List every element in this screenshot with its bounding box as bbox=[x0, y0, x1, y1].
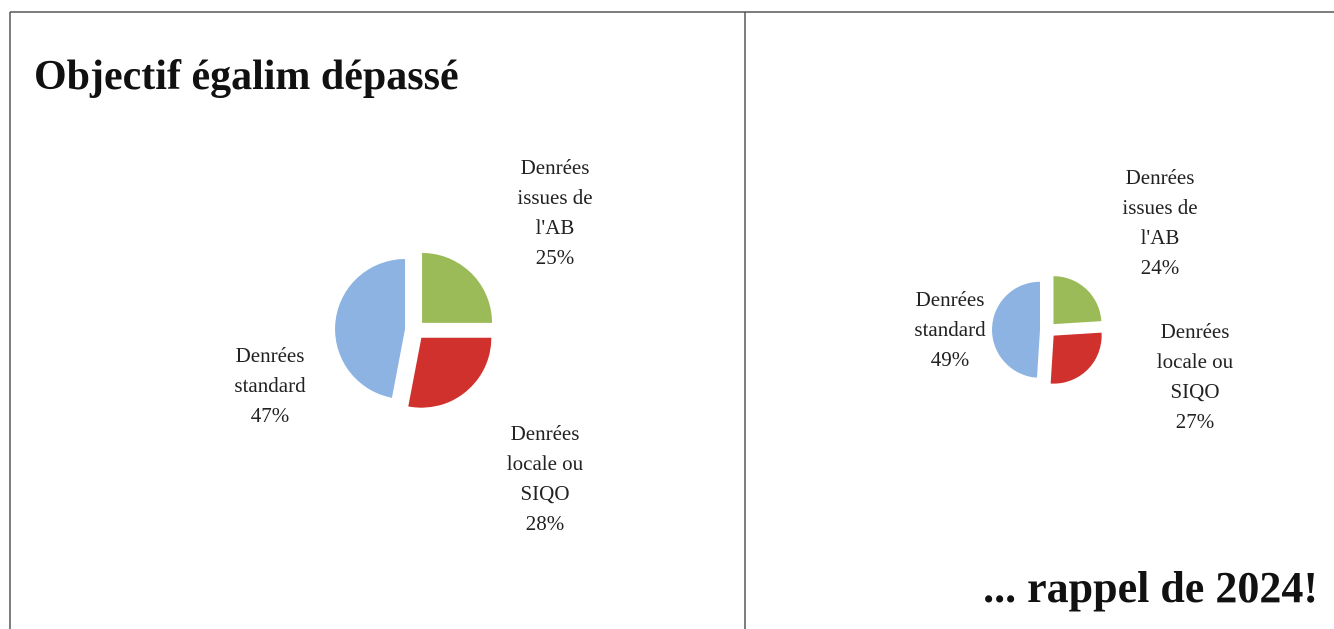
data-label: Denrées standard 47% bbox=[214, 340, 326, 430]
pie-slice bbox=[1053, 276, 1102, 325]
label-value: 49% bbox=[930, 347, 970, 371]
data-label: Denrées standard 49% bbox=[894, 284, 1006, 374]
label-category: Denrées standard bbox=[234, 343, 306, 397]
pie-slice bbox=[992, 281, 1041, 378]
pie-slice bbox=[335, 259, 406, 398]
chart-title: Objectif égalim dépassé bbox=[34, 53, 459, 99]
pie-slice bbox=[1050, 332, 1102, 384]
label-category: Denrées standard bbox=[914, 287, 986, 341]
label-value: 47% bbox=[250, 403, 290, 427]
label-category: Denrées issues de l'AB bbox=[517, 155, 593, 239]
label-value: 24% bbox=[1140, 255, 1180, 279]
label-category: Denrées locale ou SIQO bbox=[506, 421, 584, 505]
label-category: Denrées locale ou SIQO bbox=[1156, 319, 1234, 403]
label-value: 28% bbox=[525, 511, 565, 535]
label-category: Denrées issues de l'AB bbox=[1122, 165, 1198, 249]
data-label: Denrées locale ou SIQO 28% bbox=[489, 418, 601, 538]
data-label: Denrées issues de l'AB 25% bbox=[499, 152, 611, 272]
chart-title: ... rappel de 2024! bbox=[983, 563, 1318, 612]
label-value: 27% bbox=[1175, 409, 1215, 433]
data-label: Denrées locale ou SIQO 27% bbox=[1139, 316, 1251, 436]
label-value: 25% bbox=[535, 245, 575, 269]
pie-slice bbox=[408, 337, 492, 408]
pie-slice bbox=[422, 252, 493, 323]
data-label: Denrées issues de l'AB 24% bbox=[1104, 162, 1216, 282]
